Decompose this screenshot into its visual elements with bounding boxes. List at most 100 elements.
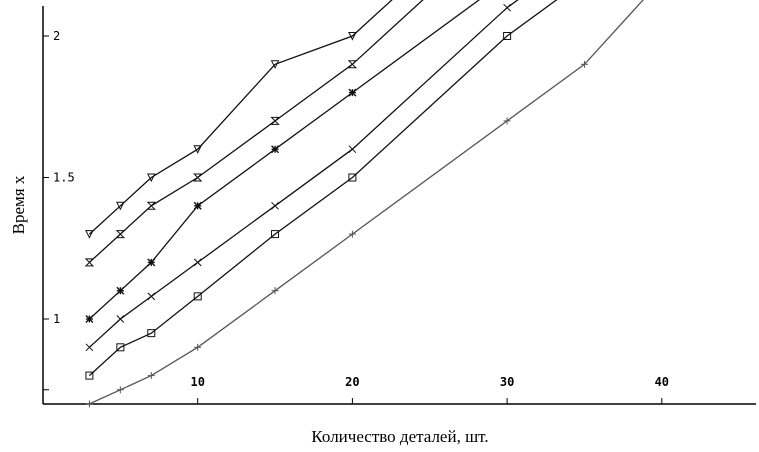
data-point xyxy=(193,258,202,267)
hourglass-marker xyxy=(192,173,203,182)
asterisk-marker xyxy=(348,88,357,97)
data-point xyxy=(503,3,511,12)
data-point xyxy=(193,201,202,210)
plus-marker xyxy=(85,400,93,408)
asterisk-marker xyxy=(271,145,280,154)
asterisk-marker xyxy=(193,201,202,210)
data-point xyxy=(146,201,156,210)
data-point xyxy=(85,343,94,352)
x-axis-title: Количество деталей, шт. xyxy=(311,427,488,446)
series-6 xyxy=(85,0,644,408)
series-line xyxy=(88,0,558,377)
x-tick-label: 10 xyxy=(190,375,204,389)
series-1 xyxy=(85,0,393,239)
x-tick-label: 30 xyxy=(500,375,514,389)
series-line xyxy=(88,0,424,263)
data-point xyxy=(85,315,94,323)
square-marker xyxy=(147,329,156,338)
plus-marker xyxy=(271,287,279,295)
data-point xyxy=(147,258,156,267)
square-marker xyxy=(85,371,94,380)
hourglass-marker xyxy=(347,60,358,69)
square-marker xyxy=(193,292,202,301)
hourglass-marker xyxy=(146,201,156,210)
data-point xyxy=(147,329,156,338)
hourglass-marker xyxy=(115,230,126,239)
series-3 xyxy=(85,0,481,323)
data-point xyxy=(116,315,125,323)
plus-marker xyxy=(580,60,588,68)
asterisk-marker xyxy=(147,258,156,267)
data-point xyxy=(147,372,155,380)
data-point xyxy=(271,201,279,210)
axes xyxy=(42,6,756,405)
data-point xyxy=(147,292,156,301)
series-2 xyxy=(84,0,424,267)
y-axis-title: Время x xyxy=(9,175,28,234)
data-point xyxy=(194,343,202,351)
data-point xyxy=(115,230,126,239)
asterisk-marker xyxy=(85,315,94,323)
y-tick-label: 1.5 xyxy=(53,171,75,185)
series-line xyxy=(88,0,481,320)
data-point xyxy=(116,201,125,211)
data-point xyxy=(348,88,357,97)
data-point xyxy=(271,287,279,295)
y-tick-label: 2 xyxy=(53,29,60,43)
x-marker xyxy=(271,201,279,210)
series-4 xyxy=(85,0,519,352)
hourglass-marker xyxy=(84,258,95,267)
data-point xyxy=(193,292,202,301)
data-point xyxy=(85,371,94,380)
x-marker xyxy=(193,258,202,267)
triangle-marker xyxy=(348,32,357,41)
data-point xyxy=(348,145,357,154)
asterisk-marker xyxy=(116,286,125,295)
plus-marker xyxy=(194,343,202,351)
triangle-marker xyxy=(116,201,125,211)
data-point xyxy=(85,400,93,408)
data-point xyxy=(116,386,124,394)
series-line xyxy=(88,0,519,348)
x-marker xyxy=(85,343,94,352)
data-point xyxy=(84,258,95,267)
data-point xyxy=(347,60,358,69)
data-point xyxy=(348,173,357,182)
x-marker xyxy=(348,145,357,154)
series-line xyxy=(89,0,644,405)
x-tick-label: 20 xyxy=(345,375,359,389)
data-point xyxy=(503,117,511,125)
hourglass-marker xyxy=(270,116,280,125)
data-point xyxy=(193,145,203,154)
square-marker xyxy=(503,32,512,40)
plus-marker xyxy=(348,230,356,238)
data-point xyxy=(348,230,356,238)
data-point xyxy=(270,116,280,125)
data-point xyxy=(271,145,280,154)
data-point xyxy=(348,32,357,41)
square-marker xyxy=(271,230,280,239)
triangle-marker xyxy=(146,173,156,183)
data-point xyxy=(271,230,280,239)
data-point xyxy=(270,60,280,69)
x-marker xyxy=(116,315,125,323)
data-point xyxy=(503,32,512,40)
plus-marker xyxy=(147,372,155,380)
data-point xyxy=(192,173,203,182)
y-tick-label: 1 xyxy=(53,312,60,326)
series-5 xyxy=(85,0,558,380)
triangle-marker xyxy=(85,230,94,239)
x-tick-label: 40 xyxy=(655,375,669,389)
series-line xyxy=(88,0,393,235)
ticks: 11.522.5310203040 xyxy=(43,29,669,404)
plus-marker xyxy=(503,117,511,125)
triangle-marker xyxy=(193,145,203,154)
x-marker xyxy=(147,292,156,301)
data-point xyxy=(580,60,588,68)
series-group xyxy=(84,0,644,408)
data-point xyxy=(116,343,125,352)
square-marker xyxy=(348,173,357,182)
triangle-marker xyxy=(270,60,280,69)
data-point xyxy=(116,286,125,295)
